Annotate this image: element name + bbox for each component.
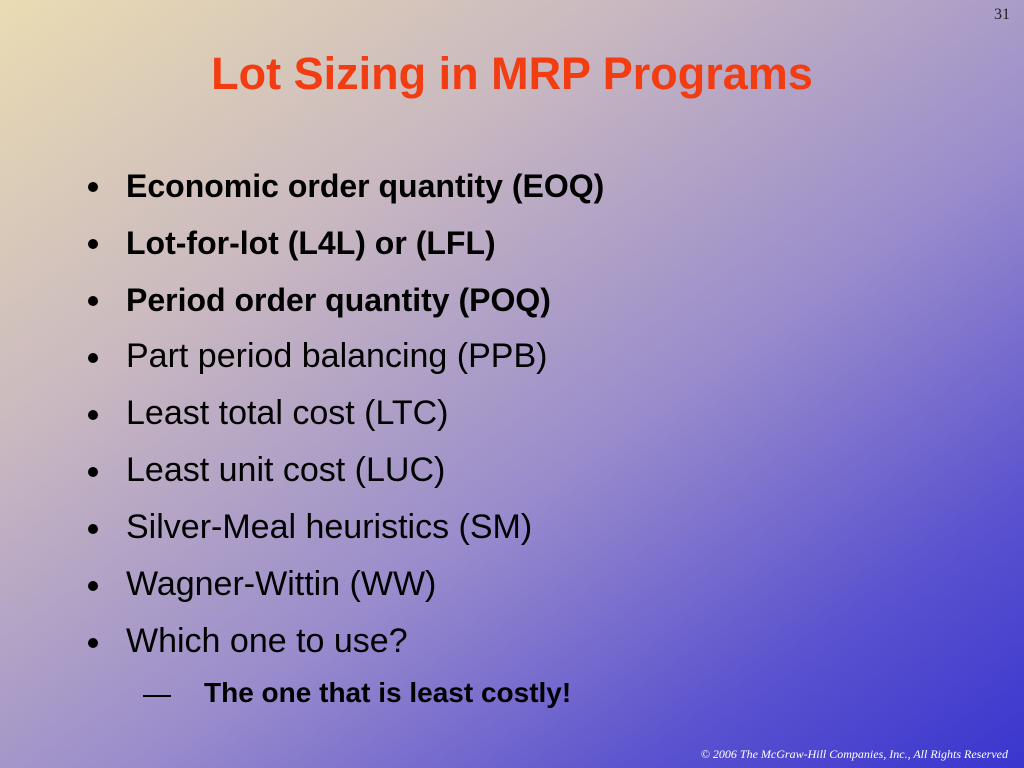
bullet-list: Economic order quantity (EOQ) Lot-for-lot… — [0, 160, 1024, 723]
bullet-item: Wagner-Wittin (WW) — [0, 559, 1024, 616]
bullet-marker — [88, 410, 98, 420]
slide-title: Lot Sizing in MRP Programs — [211, 48, 813, 99]
bullet-item: Silver-Meal heuristics (SM) — [0, 502, 1024, 559]
slide-number: 31 — [994, 6, 1010, 23]
bullet-item: Least total cost (LTC) — [0, 388, 1024, 445]
bullet-item: Period order quantity (POQ) — [0, 274, 1024, 331]
bullet-item: Part period balancing (PPB) — [0, 331, 1024, 388]
bullet-item: Which one to use? — [0, 616, 1024, 673]
bullet-text: Period order quantity (POQ) — [126, 282, 551, 318]
bullet-marker — [88, 581, 98, 591]
bullet-marker — [88, 353, 98, 363]
bullet-marker — [88, 524, 98, 534]
bullet-marker — [88, 467, 98, 477]
sub-bullet-item: The one that is least costly! — [0, 673, 1024, 723]
bullet-marker — [88, 638, 98, 648]
bullet-text: Least unit cost (LUC) — [126, 451, 446, 489]
footer: © 2006 The McGraw-Hill Companies, Inc., … — [700, 747, 1008, 761]
bullet-item: Lot-for-lot (L4L) or (LFL) — [0, 217, 1024, 274]
bullet-text: Part period balancing (PPB) — [126, 337, 548, 375]
sub-bullet-marker — [143, 695, 171, 697]
bullet-text: Silver-Meal heuristics (SM) — [126, 508, 533, 546]
bullet-item: Economic order quantity (EOQ) — [0, 160, 1024, 217]
bullet-text: Which one to use? — [126, 622, 408, 660]
bullet-text: Economic order quantity (EOQ) — [126, 168, 605, 204]
bullet-text: Wagner-Wittin (WW) — [126, 565, 437, 603]
bullet-text: Lot-for-lot (L4L) or (LFL) — [126, 225, 496, 261]
bullet-text: Least total cost (LTC) — [126, 394, 449, 432]
bullet-marker — [88, 239, 98, 249]
bullet-marker — [88, 182, 98, 192]
sub-bullet-text: The one that is least costly! — [204, 677, 572, 708]
bullet-item: Least unit cost (LUC) — [0, 445, 1024, 502]
bullet-marker — [88, 296, 98, 306]
